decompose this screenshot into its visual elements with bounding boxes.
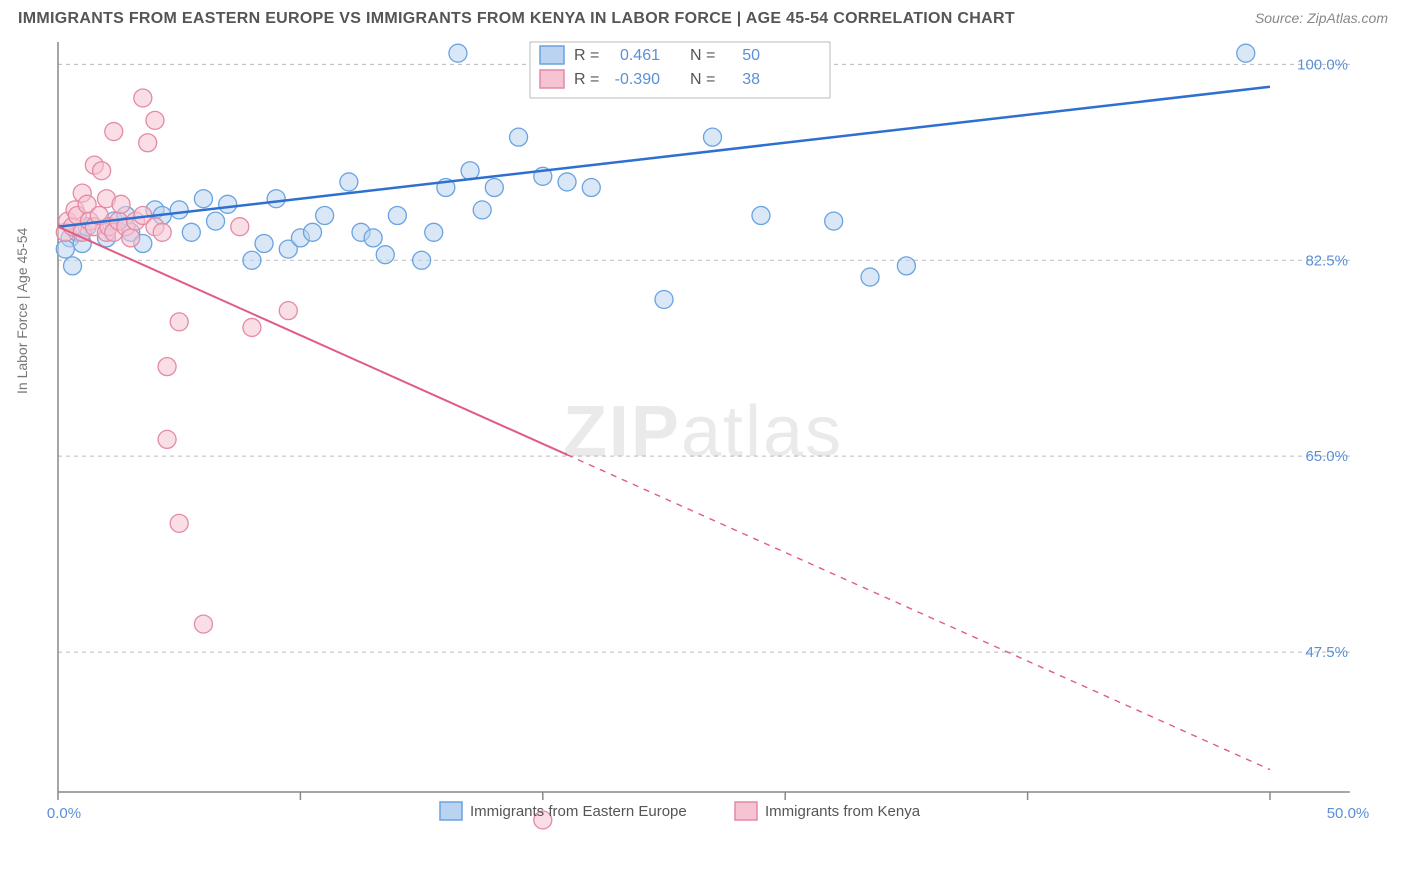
svg-text:50: 50 [742,47,760,64]
chart-source: Source: ZipAtlas.com [1255,10,1388,28]
svg-text:-0.390: -0.390 [615,71,660,88]
svg-text:Immigrants from Kenya: Immigrants from Kenya [765,803,921,820]
source-label: Source: [1255,10,1307,26]
svg-text:R =: R = [574,71,599,88]
svg-text:0.461: 0.461 [620,47,660,64]
svg-text:R =: R = [574,47,599,64]
svg-text:50.0%: 50.0% [1327,805,1370,822]
svg-text:100.0%: 100.0% [1297,56,1348,73]
svg-text:N =: N = [690,47,715,64]
svg-text:Immigrants from Eastern Europe: Immigrants from Eastern Europe [470,803,687,820]
svg-text:38: 38 [742,71,760,88]
svg-text:82.5%: 82.5% [1305,252,1348,269]
source-value: ZipAtlas.com [1307,10,1388,26]
y-axis-label: In Labor Force | Age 45-54 [14,228,30,394]
chart-header: IMMIGRANTS FROM EASTERN EUROPE VS IMMIGR… [10,10,1396,34]
chart-area: In Labor Force | Age 45-54 ZIPatlas 47.5… [10,34,1396,864]
svg-text:N =: N = [690,71,715,88]
svg-text:0.0%: 0.0% [47,805,81,822]
svg-text:47.5%: 47.5% [1305,644,1348,661]
scatter-plot: 47.5% 65.0% 82.5% 100.0% 0.0% 50.0% R = 0.461 N … [10,34,1396,864]
svg-text:65.0%: 65.0% [1305,448,1348,465]
chart-title: IMMIGRANTS FROM EASTERN EUROPE VS IMMIGR… [18,10,1015,28]
